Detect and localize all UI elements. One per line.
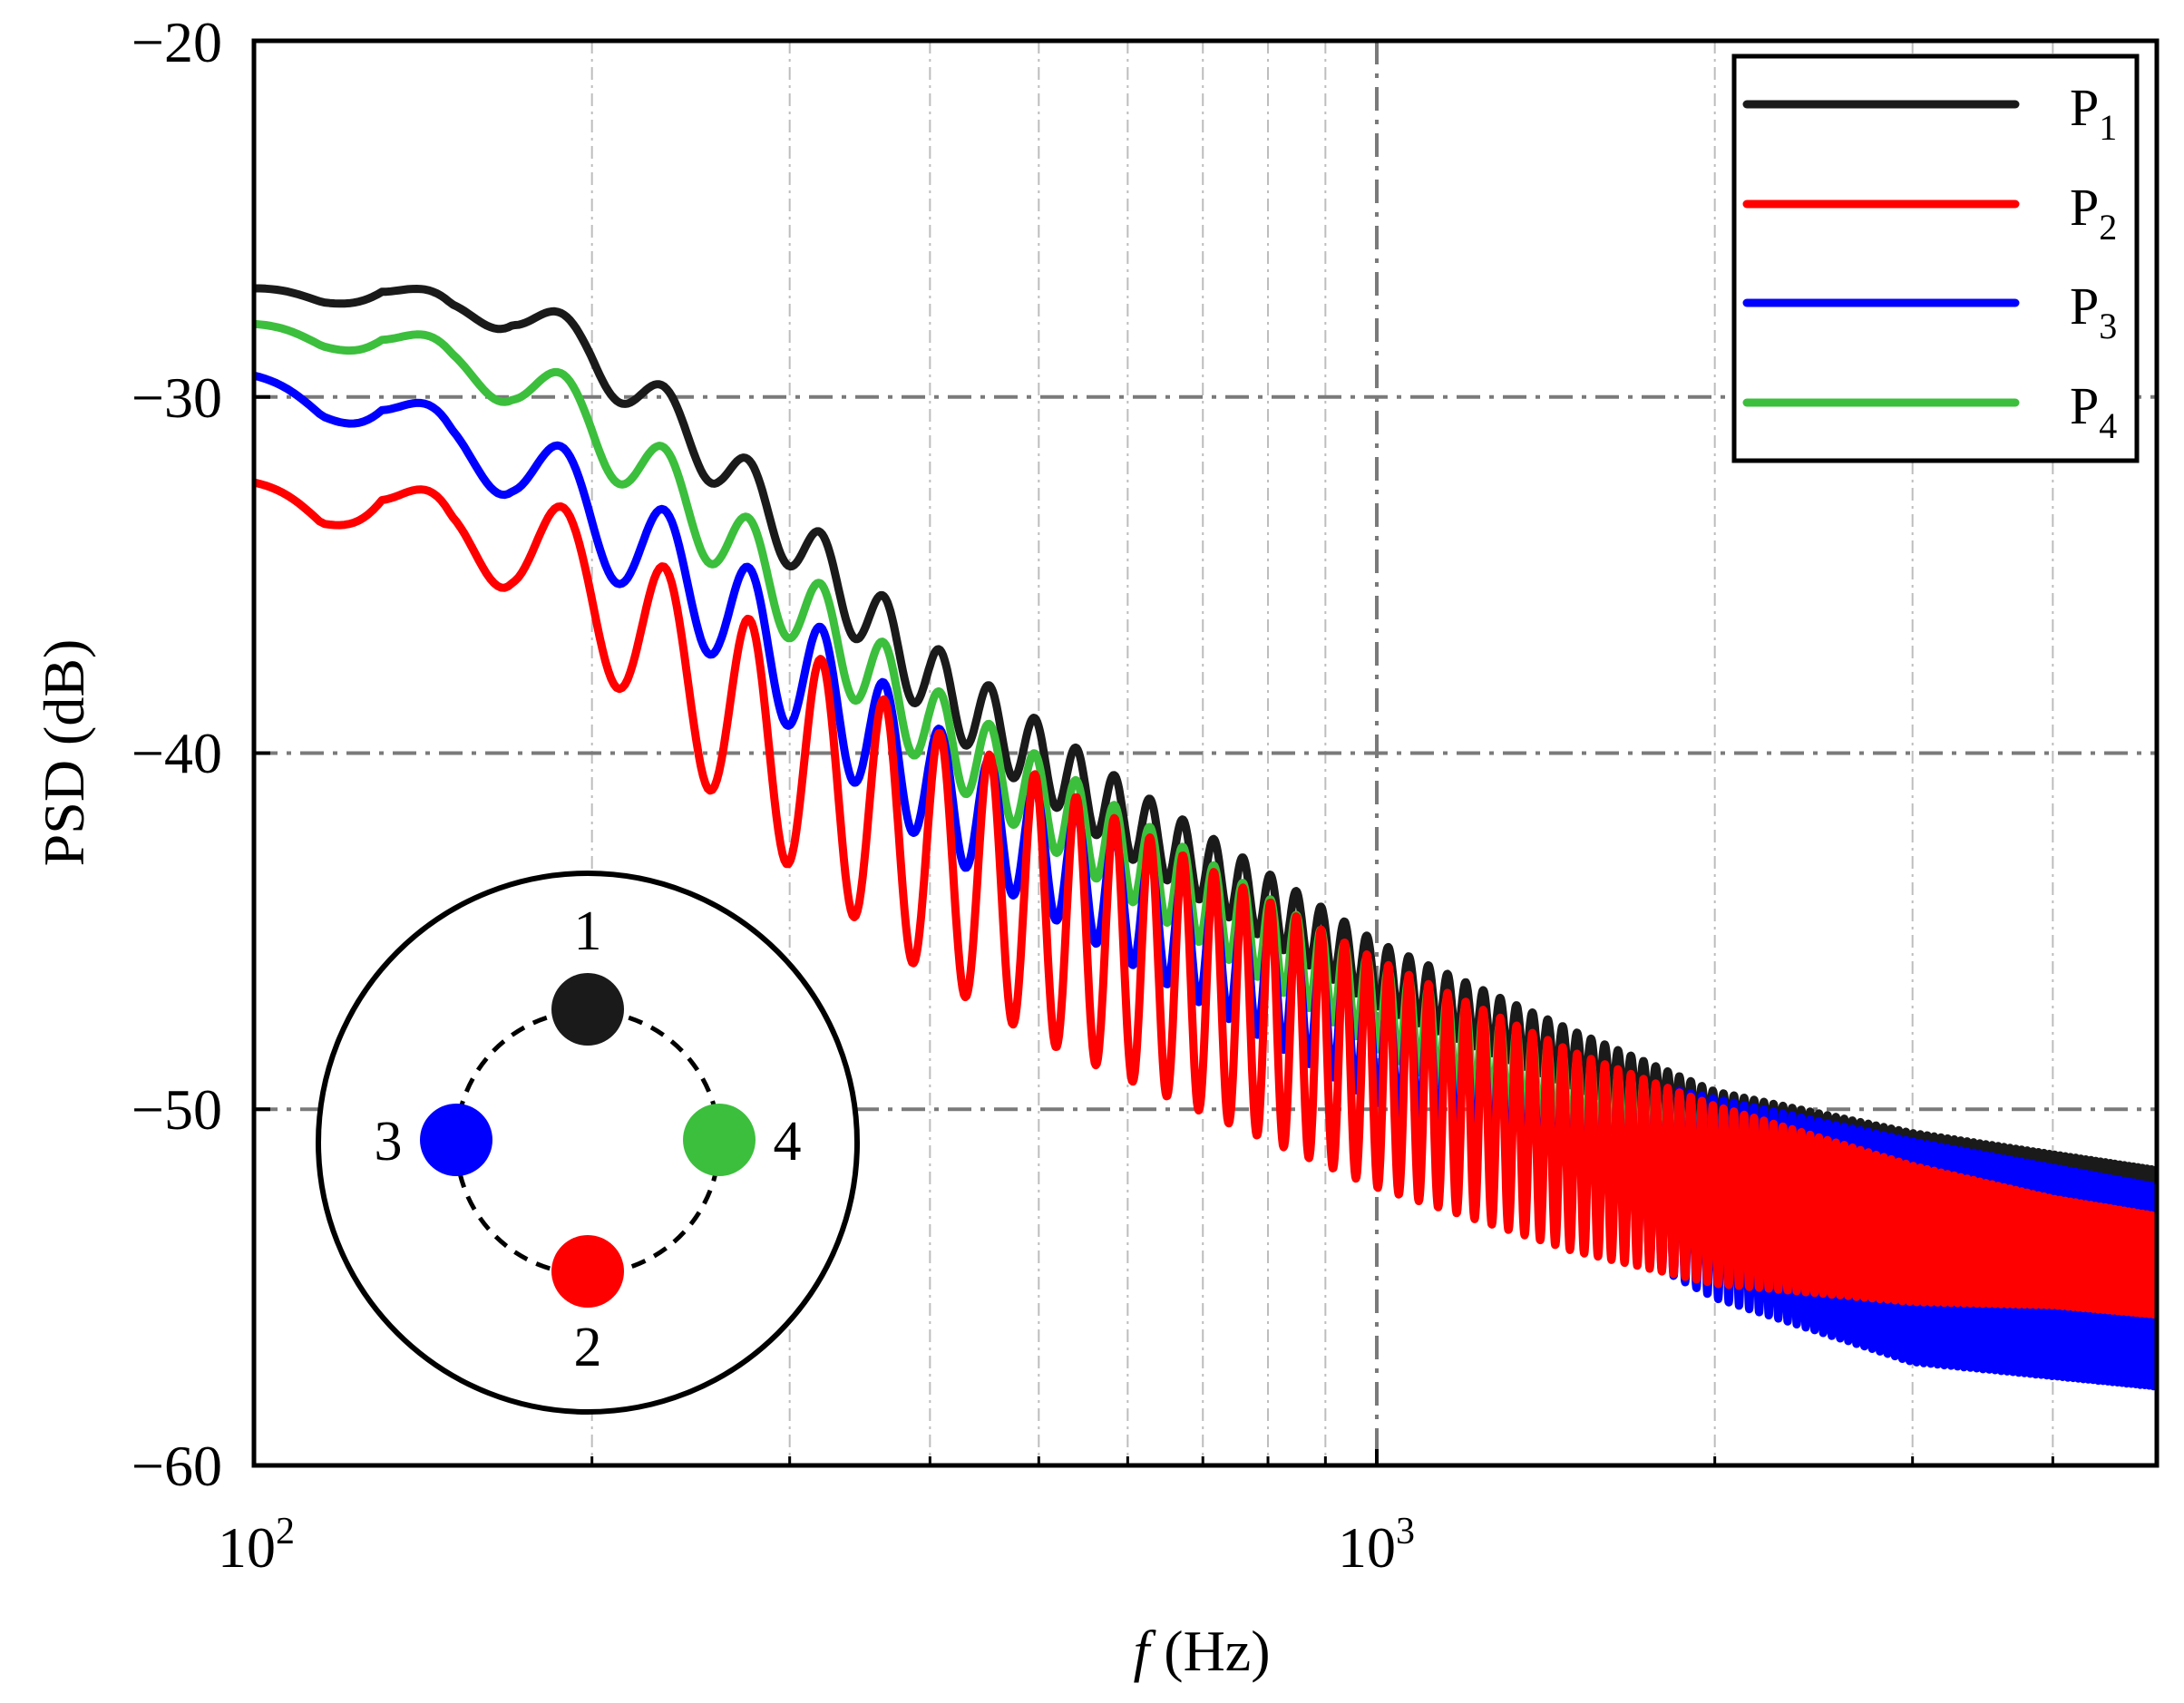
inset-outer-circle	[316, 871, 860, 1415]
x-axis-title-unit: (Hz)	[1149, 1619, 1270, 1683]
y-tick-label: −40	[132, 721, 222, 785]
legend-subscript: 3	[2099, 306, 2117, 346]
y-tick-labels: −60 −50 −40 −30 −20	[132, 10, 222, 1498]
legend-text: P	[2070, 78, 2099, 137]
legend-subscript: 1	[2099, 107, 2117, 148]
sensor-2-dot	[551, 1235, 624, 1308]
legend-label-p1: P1	[2070, 78, 2117, 148]
y-tick-label: −30	[132, 365, 222, 430]
sensor-3-dot	[420, 1104, 492, 1176]
sensor-1-label: 1	[574, 900, 602, 962]
sensor-4-dot	[683, 1104, 756, 1176]
legend-text: P	[2070, 376, 2099, 435]
sensor-2-label: 2	[574, 1317, 602, 1378]
legend-label-p4: P4	[2070, 376, 2117, 446]
legend-label-p3: P3	[2070, 277, 2117, 346]
legend-subscript: 4	[2099, 405, 2117, 446]
x-tick-base: 10	[1338, 1515, 1396, 1580]
sensor-layout-inset: 1 2 3 4	[316, 871, 860, 1415]
legend-subscript: 2	[2099, 207, 2117, 248]
x-axis-title: f (Hz)	[1133, 1619, 1270, 1683]
x-tick-labels: 102 103	[218, 1511, 1415, 1580]
y-tick-label: −60	[132, 1434, 222, 1498]
x-tick-exp: 2	[276, 1511, 295, 1552]
y-tick-label: −50	[132, 1077, 222, 1142]
x-tick-exp: 3	[1396, 1511, 1415, 1552]
y-tick-label: −20	[132, 10, 222, 74]
legend-label-p2: P2	[2070, 178, 2117, 248]
x-tick-label-1000: 103	[1338, 1511, 1415, 1580]
sensor-3-label: 3	[375, 1111, 403, 1173]
sensor-4-label: 4	[774, 1111, 802, 1173]
legend-box	[1731, 54, 2140, 463]
x-tick-base: 10	[218, 1515, 276, 1580]
x-tick-label-100: 102	[218, 1511, 295, 1580]
series-layer	[254, 284, 2157, 1391]
series-line-p2	[254, 478, 2157, 1319]
y-axis-title: PSD (dB)	[32, 639, 96, 867]
legend: P1 P2 P3 P4	[1731, 54, 2140, 463]
sensor-1-dot	[551, 973, 624, 1046]
axis-ticks	[252, 39, 2054, 1467]
legend-text: P	[2070, 277, 2099, 336]
legend-text: P	[2070, 178, 2099, 237]
